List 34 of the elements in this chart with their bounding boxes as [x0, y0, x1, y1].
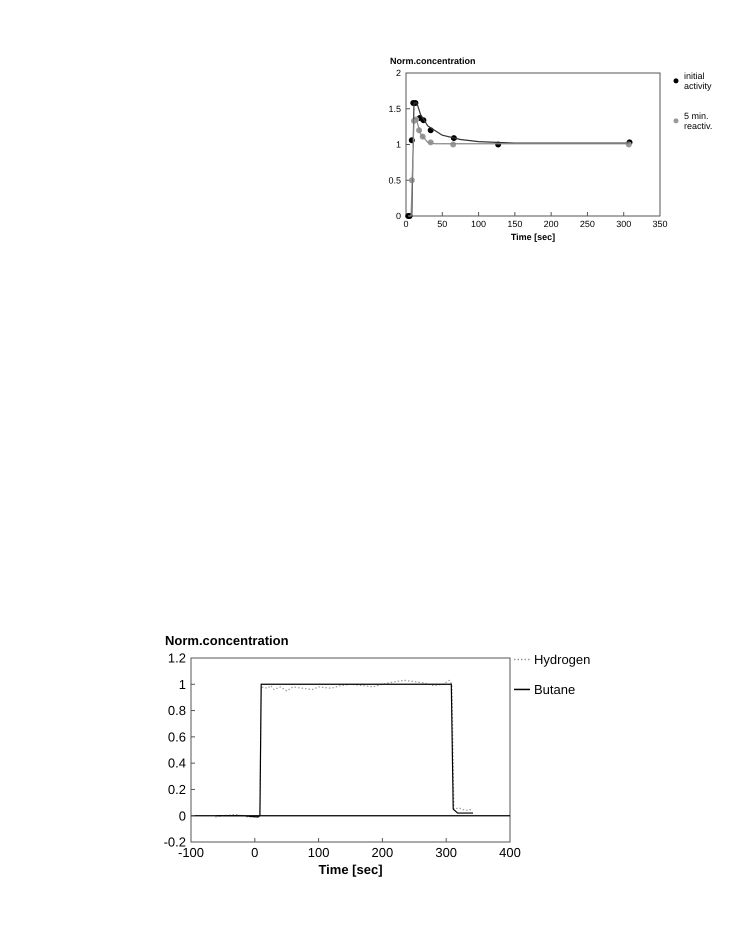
x-tick-label: 0 [251, 845, 258, 860]
y-tick-label: 0.8 [168, 703, 186, 718]
y-tick-label: 0.6 [168, 729, 186, 744]
x-axis-title: Time [sec] [318, 862, 383, 877]
y-tick-label: 0 [396, 211, 401, 222]
legend-label: 5 min. reactiv. [684, 111, 712, 131]
y-tick-label: 0 [178, 808, 186, 824]
y-tick-label: 0.2 [168, 782, 186, 797]
y-tick-label: 1 [178, 676, 186, 692]
x-tick-label: 100 [471, 219, 486, 229]
x-tick-label: 300 [616, 219, 632, 229]
x-tick-label: 350 [652, 219, 668, 229]
y-tick-label: 1 [396, 140, 401, 150]
x-tick-label: -100 [178, 845, 204, 860]
y-tick-label: 1.2 [168, 650, 186, 666]
y-tick-label: 0.4 [168, 756, 186, 771]
x-tick-label: 250 [580, 219, 595, 229]
y-axis-title: Norm.concentration [165, 633, 289, 648]
x-tick-label: 200 [544, 219, 559, 229]
x-tick-label: 300 [435, 845, 458, 860]
legend-label: initial activity [684, 71, 712, 91]
legend-label: Hydrogen [534, 652, 590, 667]
x-tick-label: 200 [372, 845, 394, 860]
y-tick-label: 2 [396, 68, 401, 78]
x-tick-label: 0 [403, 219, 409, 229]
y-axis-title: Norm.concentration [390, 56, 476, 66]
y-tick-label: 0.5 [388, 175, 401, 186]
x-axis-title: Time [sec] [510, 232, 556, 242]
y-tick-label: 1.5 [388, 104, 401, 114]
legend-label: Butane [534, 682, 576, 697]
x-tick-label: 150 [507, 219, 522, 229]
x-tick-label: 50 [437, 219, 448, 229]
x-tick-label: 100 [308, 845, 330, 860]
x-tick-label: 400 [499, 845, 521, 860]
